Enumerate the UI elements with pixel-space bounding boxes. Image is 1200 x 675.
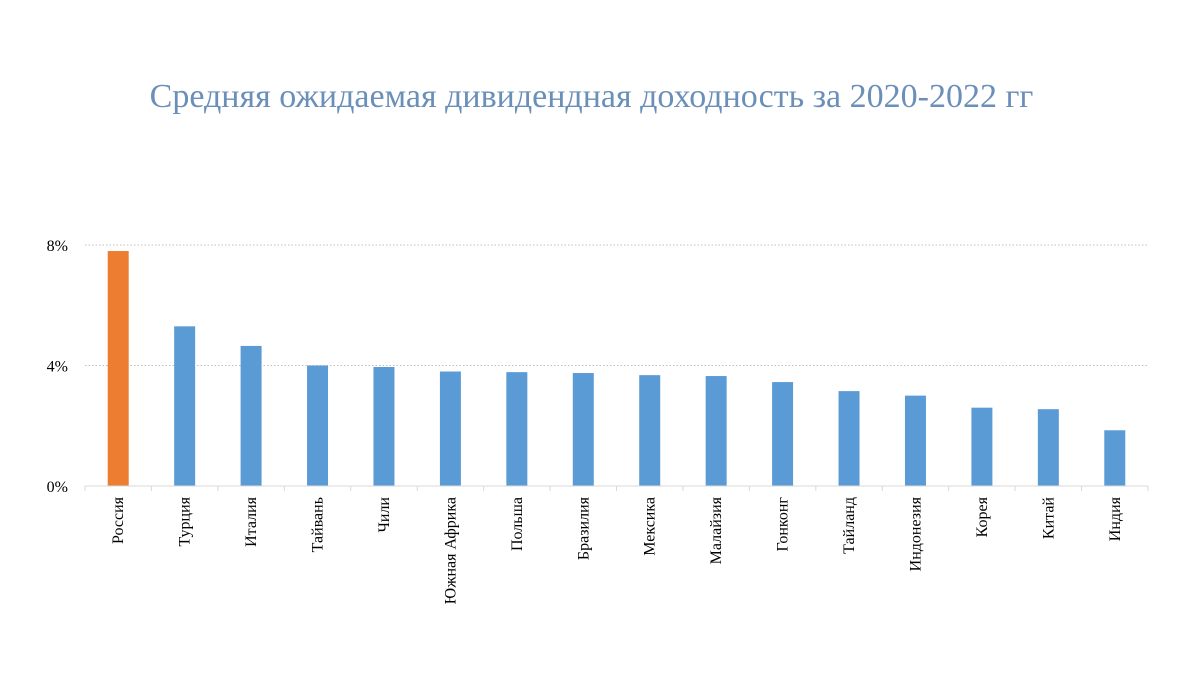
bar-5 — [439, 371, 461, 486]
bar-9 — [705, 376, 727, 486]
x-tick-label: Малайзия — [708, 496, 725, 564]
bar-0 — [107, 251, 129, 486]
bar-15 — [1104, 430, 1126, 486]
bar-2 — [240, 345, 262, 486]
bar-3 — [307, 365, 329, 486]
y-tick-label: 4% — [47, 359, 68, 376]
bar-8 — [639, 375, 661, 486]
x-tick-label: Турция — [177, 496, 194, 546]
x-tick-labels: Россия Турция Италия Тайвань Чили Южная Африк… — [110, 496, 1124, 604]
chart-title: Средняя ожидаемая дивидендная доходность… — [149, 78, 1034, 115]
x-tick-label: Индия — [1107, 496, 1124, 541]
x-tick-label: Тайланд — [841, 497, 858, 554]
x-axis — [84, 485, 1149, 491]
y-tick-label: 8% — [47, 238, 68, 255]
x-tick-label: Китай — [1040, 497, 1057, 540]
y-tick-labels: 0% 4% 8% — [47, 238, 68, 496]
x-tick-label: Южная Африка — [442, 497, 459, 604]
x-tick-label: Польша — [509, 497, 526, 551]
bar-7 — [572, 373, 594, 486]
x-tick-label: Италия — [243, 496, 260, 547]
bars — [107, 251, 1126, 486]
bar-10 — [772, 382, 794, 486]
bar-11 — [838, 391, 860, 486]
x-tick-label: Корея — [974, 496, 991, 537]
x-tick-label: Гонконг — [775, 497, 792, 552]
x-tick-label: Тайвань — [310, 497, 327, 552]
gridlines — [85, 244, 1148, 366]
y-tick-label: 0% — [47, 479, 68, 496]
x-tick-label: Россия — [110, 496, 127, 544]
x-tick-label: Чили — [376, 497, 393, 533]
bar-14 — [1037, 409, 1059, 486]
bar-6 — [506, 372, 528, 486]
bar-13 — [971, 407, 993, 486]
bar-1 — [174, 326, 196, 486]
x-tick-label: Бразилия — [575, 496, 592, 560]
bar-4 — [373, 367, 395, 486]
x-tick-label: Мексика — [642, 497, 659, 556]
x-tick-label: Индонезия — [907, 496, 924, 571]
bar-12 — [904, 395, 926, 486]
